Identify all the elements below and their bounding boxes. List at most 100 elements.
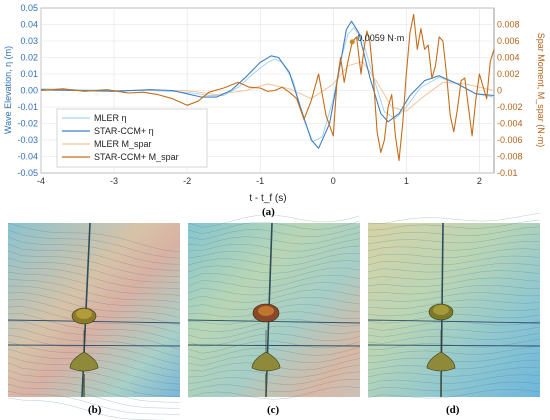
contour-line (7, 243, 180, 271)
series-line-3 (41, 61, 495, 112)
contour-line (367, 285, 540, 295)
contour-line (7, 383, 180, 409)
left-tick-label: 0.01 (20, 69, 38, 79)
contour-line (7, 362, 180, 391)
contour-line (187, 364, 360, 378)
x-tick-label: -2 (183, 176, 191, 186)
image-panel-c (187, 214, 361, 400)
contour-line (367, 233, 540, 245)
contour-line (187, 346, 360, 360)
contour-line (367, 255, 540, 266)
contour-line (367, 367, 540, 378)
contour-line (367, 226, 540, 238)
contour-line (187, 282, 360, 296)
contour-line (7, 271, 180, 296)
legend: MLER η STAR-CCM+ η MLER M_spar STAR-CCM+ M_… (56, 108, 208, 168)
contour-line (187, 245, 360, 259)
contour-line (7, 327, 180, 358)
contour-line (187, 221, 360, 234)
contour-line (187, 253, 360, 266)
left-tick-label: 0.00 (20, 86, 38, 96)
contour-line (187, 289, 360, 303)
right-tick-label: -0.004 (497, 119, 523, 129)
contour-line (187, 326, 360, 339)
right-tick-label: -0.01 (497, 168, 518, 178)
contour-line (7, 257, 180, 283)
contour-line (7, 390, 180, 415)
left-tick-label: -0.05 (17, 168, 38, 178)
x-tick-label: 1 (404, 176, 409, 186)
left-tick-label: 0.04 (20, 20, 38, 30)
image-panel-b (7, 222, 181, 420)
contour-line (187, 260, 360, 274)
right-tick-label: -0.002 (497, 102, 523, 112)
panel-label-c: (c) (267, 404, 280, 416)
contour-line (187, 297, 360, 310)
contour-line (367, 332, 540, 344)
contour-line (187, 386, 360, 400)
contour-line (367, 292, 540, 302)
contour-line (7, 264, 180, 289)
x-axis-label: t - t_f (s) (249, 193, 286, 204)
right-axis-ticks: -0.01 -0.008 -0.006 -0.004 -0.002 0 0.002 0.004… (497, 20, 523, 179)
contour-line (367, 270, 540, 280)
right-tick-label: 0.008 (497, 20, 520, 30)
right-tick-label: -0.008 (497, 152, 523, 162)
right-tick-label: 0 (497, 86, 502, 96)
y-axis-label-left: Wave Elevation, η (m) (3, 46, 13, 134)
contour-line (367, 263, 540, 273)
contour-line (7, 278, 180, 303)
right-tick-label: 0.004 (497, 53, 520, 63)
image-panel-d (367, 213, 541, 399)
left-tick-label: 0.03 (20, 36, 38, 46)
contour-line (367, 277, 540, 287)
right-tick-label: 0.002 (497, 69, 520, 79)
contour-line (367, 314, 540, 324)
contour-line (187, 340, 360, 354)
contour-line (367, 389, 540, 399)
contour-line (7, 369, 180, 397)
left-tick-label: 0.02 (20, 53, 38, 63)
x-tick-label: -1 (256, 176, 264, 186)
series-lines (40, 14, 495, 162)
contour-line (367, 241, 540, 252)
contour-line (7, 341, 180, 372)
left-tick-label: -0.03 (17, 135, 38, 145)
right-tick-label: 0.006 (497, 36, 520, 46)
contour-line (187, 379, 360, 392)
right-tick-label: -0.006 (497, 135, 523, 145)
legend-label: MLER M_spar (94, 139, 152, 149)
legend-label: STAR-CCM+ η (94, 126, 154, 136)
contour-line (187, 238, 360, 252)
y-axis-label-right: Spar Moment, M_spar (N·m) (536, 33, 546, 148)
contour-line (7, 236, 180, 265)
panel-label-d: (d) (446, 404, 460, 416)
left-tick-label: -0.01 (17, 102, 38, 112)
left-axis-ticks: -0.05 -0.04 -0.03 -0.02 -0.01 0.00 0.01 0.02 0.0… (17, 3, 38, 178)
x-axis-ticks: -4 -3 -2 -1 0 1 2 (37, 176, 482, 186)
annotation-marker (349, 39, 355, 45)
panel-label-a: (a) (262, 206, 275, 218)
x-tick-label: -4 (37, 176, 45, 186)
chart-a: -0.05 -0.04 -0.03 -0.02 -0.01 0.00 0.01 0.02 0.0… (3, 3, 546, 204)
legend-label: STAR-CCM+ M_spar (94, 152, 179, 162)
series-line-4 (40, 14, 495, 162)
contour-line (367, 374, 540, 385)
x-tick-label: -3 (110, 176, 118, 186)
contour-line (367, 359, 540, 371)
x-tick-label: 2 (477, 176, 482, 186)
contour-line (187, 214, 360, 228)
contour-line (7, 285, 180, 310)
contour-line (367, 306, 540, 317)
contour-line (367, 219, 540, 231)
panel-label-b: (b) (88, 404, 102, 416)
contour-line (7, 376, 180, 403)
contour-line (367, 345, 540, 357)
contour-line (187, 274, 360, 289)
contour-line (367, 326, 540, 338)
contour-line (187, 232, 360, 246)
legend-label: MLER η (94, 113, 127, 123)
left-tick-label: -0.04 (17, 152, 38, 162)
contour-line (7, 292, 180, 318)
